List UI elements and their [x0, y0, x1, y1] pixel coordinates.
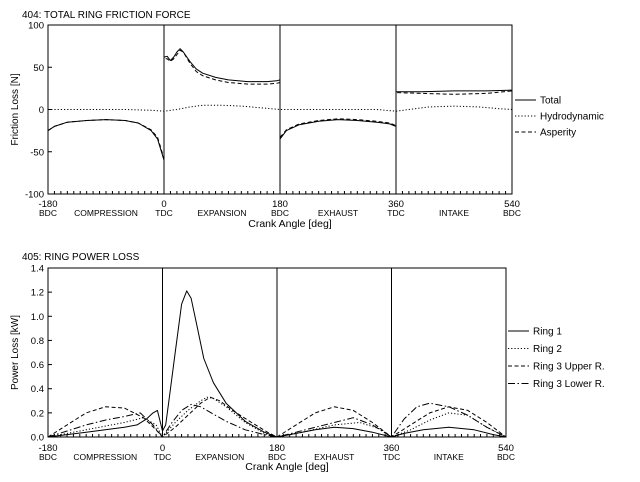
legend-label: Asperity	[540, 128, 576, 139]
stroke-phase-label: EXPANSION	[198, 208, 247, 218]
x-tick-sublabel: BDC	[497, 452, 515, 462]
x-axis-label: Crank Angle [deg]	[245, 461, 329, 473]
x-tick-label: 180	[269, 443, 285, 454]
y-axis-label: Power Loss [kW]	[10, 315, 21, 390]
y-tick-label: 1.2	[31, 288, 44, 299]
y-tick-label: -50	[30, 147, 44, 158]
y-tick-label: 0.6	[31, 360, 44, 371]
series-line-asperity	[47, 49, 513, 159]
x-tick-label: 0	[161, 199, 166, 210]
x-tick-sublabel: TDC	[383, 452, 400, 462]
legend-label: Ring 3 Upper R.	[533, 362, 605, 373]
y-tick-label: 0.2	[31, 408, 44, 419]
chart-title: 405: RING POWER LOSS	[22, 252, 140, 263]
x-tick-sublabel: BDC	[39, 452, 57, 462]
legend-label: Ring 3 Lower R.	[533, 379, 605, 390]
y-axis-label: Friction Loss [N]	[10, 73, 21, 145]
stroke-phase-label: INTAKE	[434, 452, 464, 462]
series-line-ring-3-lower-r	[47, 402, 507, 438]
legend-label: Hydrodynamic	[540, 112, 604, 123]
x-tick-label: 360	[384, 443, 400, 454]
x-tick-label: 0	[160, 443, 165, 454]
y-tick-label: 100	[28, 21, 44, 32]
x-tick-sublabel: TDC	[154, 452, 171, 462]
y-tick-label: 0.4	[31, 384, 44, 395]
y-tick-label: 50	[33, 63, 44, 74]
stroke-phase-label: COMPRESSION	[73, 452, 137, 462]
legend-label: Ring 2	[533, 344, 562, 355]
x-tick-label: -180	[38, 199, 57, 210]
stroke-phase-label: COMPRESSION	[74, 208, 138, 218]
x-axis-label: Crank Angle [deg]	[248, 218, 332, 230]
chart-title: 404: TOTAL RING FRICTION FORCE	[22, 10, 191, 21]
x-tick-label: -180	[38, 443, 57, 454]
y-tick-label: 0	[39, 105, 44, 116]
stroke-phase-label: EXHAUST	[318, 208, 358, 218]
friction-force-chart: 404: TOTAL RING FRICTION FORCE -100 -50 0 50…	[10, 10, 604, 230]
series-line-hydrodynamic	[48, 104, 513, 112]
legend-label: Ring 1	[533, 327, 562, 338]
x-tick-label: 180	[272, 199, 288, 210]
legend-label: Total	[540, 96, 561, 107]
y-tick-label: 1.0	[31, 312, 44, 323]
y-tick-label: 0.8	[31, 336, 44, 347]
y-tick-label: 1.4	[31, 264, 44, 275]
x-tick-sublabel: TDC	[387, 208, 404, 218]
stroke-phase-label: INTAKE	[439, 208, 469, 218]
x-tick-sublabel: BDC	[271, 208, 289, 218]
x-tick-sublabel: BDC	[503, 208, 521, 218]
series-line-ring-2	[47, 396, 507, 438]
x-tick-label: 360	[388, 199, 404, 210]
x-tick-sublabel: TDC	[155, 208, 172, 218]
y-tick-label: -100	[25, 190, 44, 201]
series-line-ring-3-upper-r	[47, 396, 507, 438]
power-loss-chart: 405: RING POWER LOSS 0.0 0.2 0.4 0.6 0.8 1.0 1.…	[10, 252, 605, 473]
stroke-phase-label: EXHAUST	[314, 452, 354, 462]
x-tick-label: 540	[504, 199, 520, 210]
stroke-phase-label: EXPANSION	[195, 452, 244, 462]
x-tick-label: 540	[498, 443, 514, 454]
y-tick-label: 0.0	[31, 433, 44, 444]
x-tick-sublabel: BDC	[39, 208, 57, 218]
x-tick-sublabel: BDC	[268, 452, 286, 462]
